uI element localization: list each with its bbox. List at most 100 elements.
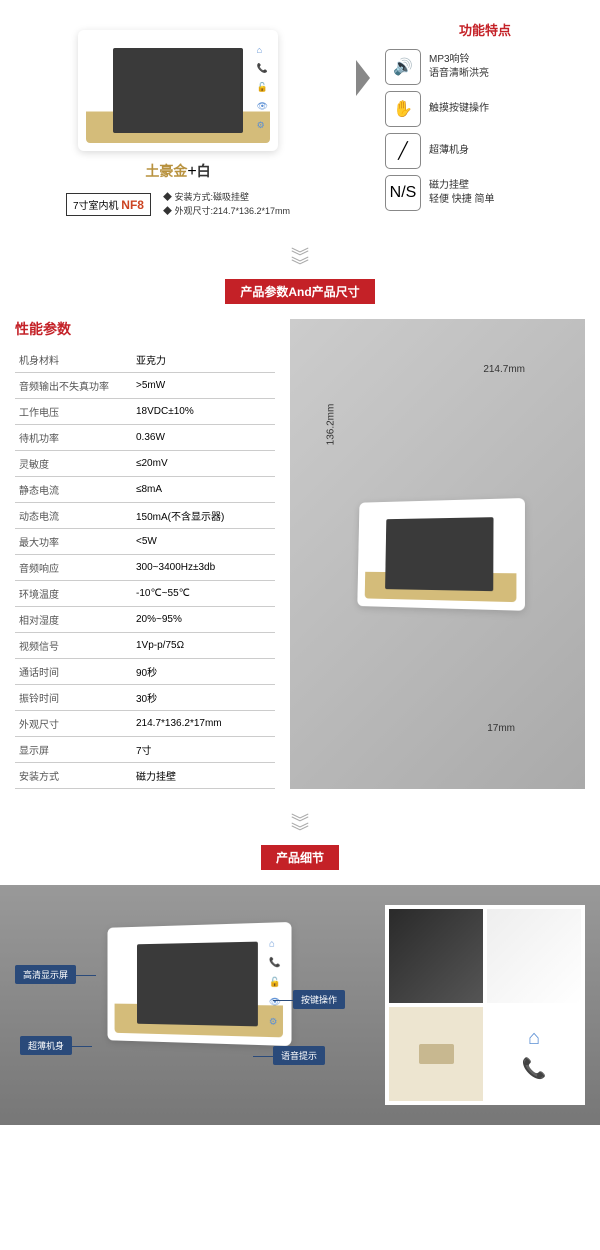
spec-value: 150mA(不含显示器)	[132, 503, 275, 529]
spec-value: <5W	[132, 529, 275, 555]
features-title: 功能特点	[385, 20, 585, 39]
feature-item: N/S 磁力挂壁轻便 快捷 简单	[385, 175, 585, 211]
feature-icon: ╱	[385, 133, 421, 169]
spec-value: 90秒	[132, 659, 275, 685]
spec-value: 20%~95%	[132, 607, 275, 633]
monitor-icon: 👁	[257, 101, 268, 112]
spec-value: 300~3400Hz±3db	[132, 555, 275, 581]
spec-value: 亚克力	[132, 347, 275, 373]
detail-cell-mount	[389, 1007, 483, 1101]
feature-item: ╱ 超薄机身	[385, 133, 585, 169]
spec-row: 机身材料亚克力	[15, 347, 275, 373]
spec-key: 动态电流	[15, 503, 132, 529]
detail-cell-icons: ⌂📞	[487, 1007, 581, 1101]
spec-key: 待机功率	[15, 425, 132, 451]
spec-row: 动态电流150mA(不含显示器)	[15, 503, 275, 529]
detail-cell-screen	[389, 909, 483, 1003]
dimension-device-mockup	[357, 498, 525, 611]
specs-section: 性能参数 机身材料亚克力音频输出不失真功率>5mW工作电压18VDC±10%待机…	[0, 319, 600, 804]
spec-key: 安装方式	[15, 763, 132, 789]
dimension-height: 136.2mm	[325, 404, 336, 446]
callout-voice: 语音提示	[273, 1046, 325, 1065]
product-image-column: ⌂ 📞 🔓 👁 ⚙ 土豪金+白 7寸室内机 NF8 ◆ 安装方式:磁吸挂壁 ◆ …	[15, 20, 341, 218]
spec-row: 音频响应300~3400Hz±3db	[15, 555, 275, 581]
spec-key: 振铃时间	[15, 685, 132, 711]
spec-value: ≤8mA	[132, 477, 275, 503]
product-name: 土豪金+白	[15, 161, 341, 181]
spec-title: 性能参数	[15, 319, 275, 339]
feature-text: 磁力挂壁轻便 快捷 简单	[429, 179, 495, 207]
features-column: 功能特点 🔊MP3响铃语音清晰洪亮 ✋ 触摸按键操作 ╱ 超薄机身 N/S 磁力挂壁轻便 快…	[385, 20, 585, 218]
spec-key: 音频响应	[15, 555, 132, 581]
unlock-icon: 🔓	[257, 82, 268, 93]
detail-device-mockup: ⌂📞🔓👁⚙	[108, 922, 292, 1046]
settings-icon: ⚙	[257, 120, 268, 131]
feature-text: 触摸按键操作	[429, 102, 489, 116]
home-icon: ⌂	[257, 45, 268, 55]
spec-key: 灵敏度	[15, 451, 132, 477]
spec-row: 灵敏度≤20mV	[15, 451, 275, 477]
spec-row: 外观尺寸214.7*136.2*17mm	[15, 711, 275, 737]
spec-row: 待机功率0.36W	[15, 425, 275, 451]
section-divider-2: ︾︾ 产品细节	[0, 819, 600, 870]
detail-image-grid: ⌂📞	[385, 905, 585, 1105]
spec-key: 最大功率	[15, 529, 132, 555]
spec-key: 相对湿度	[15, 607, 132, 633]
feature-item: 🔊MP3响铃语音清晰洪亮	[385, 49, 585, 85]
model-number: NF8	[121, 198, 144, 212]
spec-row: 相对湿度20%~95%	[15, 607, 275, 633]
spec-row: 通话时间90秒	[15, 659, 275, 685]
detail-cell-edge	[487, 909, 581, 1003]
spec-key: 机身材料	[15, 347, 132, 373]
feature-text: 超薄机身	[429, 144, 469, 158]
callout-body: 超薄机身	[20, 1036, 72, 1055]
spec-value: 磁力挂壁	[132, 763, 275, 789]
spec-row: 视频信号1Vp-p/75Ω	[15, 633, 275, 659]
callout-buttons: 按键操作	[293, 990, 345, 1009]
product-model-row: 7寸室内机 NF8 ◆ 安装方式:磁吸挂壁 ◆ 外观尺寸:214.7*136.2…	[15, 191, 341, 218]
model-prefix: 7寸室内机	[73, 201, 119, 212]
spec-value: 1Vp-p/75Ω	[132, 633, 275, 659]
spec-key: 工作电压	[15, 399, 132, 425]
feature-icon: N/S	[385, 175, 421, 211]
spec-value: 18VDC±10%	[132, 399, 275, 425]
spec-value: 7寸	[132, 737, 275, 763]
features-list: 🔊MP3响铃语音清晰洪亮 ✋ 触摸按键操作 ╱ 超薄机身 N/S 磁力挂壁轻便 快捷 简单	[385, 49, 585, 211]
spec-value: ≤20mV	[132, 451, 275, 477]
name-gold: 土豪金	[145, 163, 187, 179]
dimension-depth: 17mm	[487, 723, 515, 734]
device-side-icons: ⌂ 📞 🔓 👁 ⚙	[257, 45, 268, 131]
spec-value: >5mW	[132, 373, 275, 399]
spec-key: 环境温度	[15, 581, 132, 607]
spec-value: 214.7*136.2*17mm	[132, 711, 275, 737]
section2-title: 产品参数And产品尺寸	[225, 279, 374, 304]
spec-value: -10℃~55℃	[132, 581, 275, 607]
feature-item: ✋ 触摸按键操作	[385, 91, 585, 127]
product-info-text: ◆ 安装方式:磁吸挂壁 ◆ 外观尺寸:214.7*136.2*17mm	[163, 191, 290, 218]
feature-icon: ✋	[385, 91, 421, 127]
install-label: 安装方式:磁吸挂壁	[174, 192, 249, 202]
name-white: 白	[197, 163, 211, 179]
spec-row: 音频输出不失真功率>5mW	[15, 373, 275, 399]
spec-table-column: 性能参数 机身材料亚克力音频输出不失真功率>5mW工作电压18VDC±10%待机…	[15, 319, 275, 789]
arrow-divider	[351, 20, 375, 218]
spec-row: 静态电流≤8mA	[15, 477, 275, 503]
spec-key: 静态电流	[15, 477, 132, 503]
size-label: 外观尺寸:214.7*136.2*17mm	[174, 206, 290, 216]
spec-row: 最大功率<5W	[15, 529, 275, 555]
spec-key: 视频信号	[15, 633, 132, 659]
spec-key: 音频输出不失真功率	[15, 373, 132, 399]
details-section: ⌂📞🔓👁⚙ 高清显示屏 超薄机身 按键操作 语音提示 ⌂📞	[0, 885, 600, 1125]
spec-value: 30秒	[132, 685, 275, 711]
spec-row: 环境温度-10℃~55℃	[15, 581, 275, 607]
dimension-width: 214.7mm	[483, 364, 525, 375]
spec-key: 外观尺寸	[15, 711, 132, 737]
spec-row: 显示屏7寸	[15, 737, 275, 763]
feature-icon: 🔊	[385, 49, 421, 85]
section-divider-1: ︾︾ 产品参数And产品尺寸	[0, 253, 600, 304]
model-box: 7寸室内机 NF8	[66, 193, 151, 216]
phone-icon: 📞	[257, 63, 268, 74]
spec-key: 通话时间	[15, 659, 132, 685]
name-plus: +	[187, 163, 196, 180]
spec-row: 安装方式磁力挂壁	[15, 763, 275, 789]
